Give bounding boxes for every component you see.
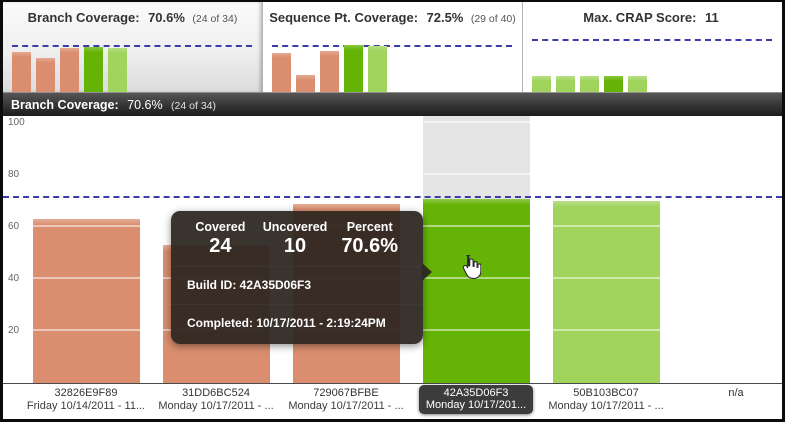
mini-bar [272,52,291,92]
tooltip-build-id: Build ID: 42A35D06F3 [187,278,312,292]
y-tick-label: 60 [8,221,20,232]
tooltip-col-uncovered: Uncovered 10 [258,220,333,258]
mini-bar [580,76,599,92]
tooltip-divider [171,304,423,305]
summary-panel-crap-score[interactable]: Max. CRAP Score: 11 [522,2,782,92]
chart-header-value: 70.6% [127,98,163,112]
x-axis-label-729067BFBE: 729067BFBE Monday 10/17/2011 - ... [281,384,411,412]
y-tick-label: 40 [8,273,20,284]
build-date-label: Monday 10/17/2011 - ... [548,400,664,412]
summary-panel-sequence-coverage[interactable]: Sequence Pt. Coverage: 72.5% (29 of 40) [262,2,522,92]
tooltip-col-covered: Covered 24 [183,220,258,258]
build-date-label: Monday 10/17/2011 - ... [288,400,404,412]
highlighted-label-box: 42A35D06F3 Monday 10/17/201... [419,385,533,414]
build-tooltip: Covered 24 Uncovered 10 Percent 70.6% Bu… [171,211,432,344]
build-date-label: Monday 10/17/201... [425,399,527,411]
mini-bar [344,45,363,92]
tooltip-percent-label: Percent [346,220,393,234]
mini-bar [320,50,339,92]
tooltip-covered-value: 24 [209,235,232,257]
tooltip-covered-label: Covered [195,220,246,234]
tooltip-uncovered-value: 10 [283,235,307,257]
panel-title-text: Max. CRAP Score: [583,10,697,25]
mini-bar [12,52,31,92]
panel-title-text: Sequence Pt. Coverage: [269,10,419,25]
tooltip-arrow [422,263,432,281]
hand-cursor-icon [458,254,482,285]
panel-detail: (29 of 40) [470,13,516,25]
main-plot: Covered 24 Uncovered 10 Percent 70.6% Bu… [3,116,782,384]
tooltip-uncovered-label: Uncovered [262,220,328,234]
mini-chart-branch [12,36,252,92]
x-axis-label-42A35D06F3[interactable]: 42A35D06F3 Monday 10/17/201... [411,384,541,414]
panel-value: 11 [704,10,719,25]
gridline-100 [3,121,782,123]
mini-bar [296,74,315,92]
mini-chart-sequence [272,36,512,92]
build-id-label: 42A35D06F3 [443,387,509,399]
mini-bar [108,47,127,92]
x-axis-label-32826E9F89: 32826E9F89 Friday 10/14/2011 - 11... [21,384,151,412]
tooltip-col-percent: Percent 70.6% [332,220,407,258]
mini-bar [556,76,575,92]
gridline-80 [3,173,782,175]
panel-value: 72.5% [426,10,464,25]
build-id-label: 50B103BC07 [573,387,639,399]
build-id-label: 32826E9F89 [54,387,118,399]
chart-header-detail: (24 of 34) [171,100,216,112]
summary-strip: Branch Coverage: 70.6% (24 of 34) Sequen… [3,2,782,93]
tooltip-divider [171,266,423,267]
panel-detail: (24 of 34) [192,13,238,25]
mini-threshold-line [12,44,252,47]
tooltip-completed: Completed: 10/17/2011 - 2:19:24PM [187,316,386,330]
panel-title-sequence: Sequence Pt. Coverage: 72.5% (29 of 40) [263,9,522,27]
chart-bar-50B103BC07[interactable] [553,201,660,383]
panel-title-branch: Branch Coverage: 70.6% (24 of 34) [3,9,262,27]
x-axis: 32826E9F89 Friday 10/14/2011 - 11... 31DD6… [3,384,782,418]
build-id-label: n/a [728,387,744,399]
chart-bar-32826E9F89[interactable] [33,219,140,383]
chart-header: Branch Coverage: 70.6% (24 of 34) [3,93,782,116]
build-id-label: 31DD6BC524 [182,387,250,399]
build-date-label: Friday 10/14/2011 - 11... [26,400,146,412]
x-axis-label-n/a: n/a [671,384,782,399]
threshold-line [3,196,782,199]
panel-title-crap: Max. CRAP Score: 11 [523,9,782,27]
y-tick-label: 20 [8,325,20,336]
tooltip-stats: Covered 24 Uncovered 10 Percent 70.6% [171,220,423,258]
mini-bar [60,48,79,92]
chart-bar-42A35D06F3[interactable] [423,199,530,383]
mini-threshold-line [272,44,512,47]
y-tick-label: 100 [8,117,25,128]
mini-bar [628,76,647,92]
mini-bar [84,47,103,92]
panel-value: 70.6% [148,10,185,25]
mini-chart-crap [532,36,772,92]
mini-bar [532,76,551,92]
panel-title-text: Branch Coverage: [27,10,140,25]
chart-header-title: Branch Coverage: [11,98,119,112]
mini-bar [368,45,387,92]
mini-bar [604,76,623,92]
build-id-label: 729067BFBE [313,387,379,399]
x-axis-label-50B103BC07: 50B103BC07 Monday 10/17/2011 - ... [541,384,671,412]
summary-panel-branch-coverage[interactable]: Branch Coverage: 70.6% (24 of 34) [3,2,262,92]
build-date-label: Monday 10/17/2011 - ... [158,400,274,412]
hover-highlight-column [423,116,530,201]
mini-bar [36,58,55,92]
x-axis-label-31DD6BC524: 31DD6BC524 Monday 10/17/2011 - ... [151,384,281,412]
mini-threshold-line [532,39,772,42]
y-tick-label: 80 [8,169,20,180]
tooltip-percent-value: 70.6% [341,235,399,257]
